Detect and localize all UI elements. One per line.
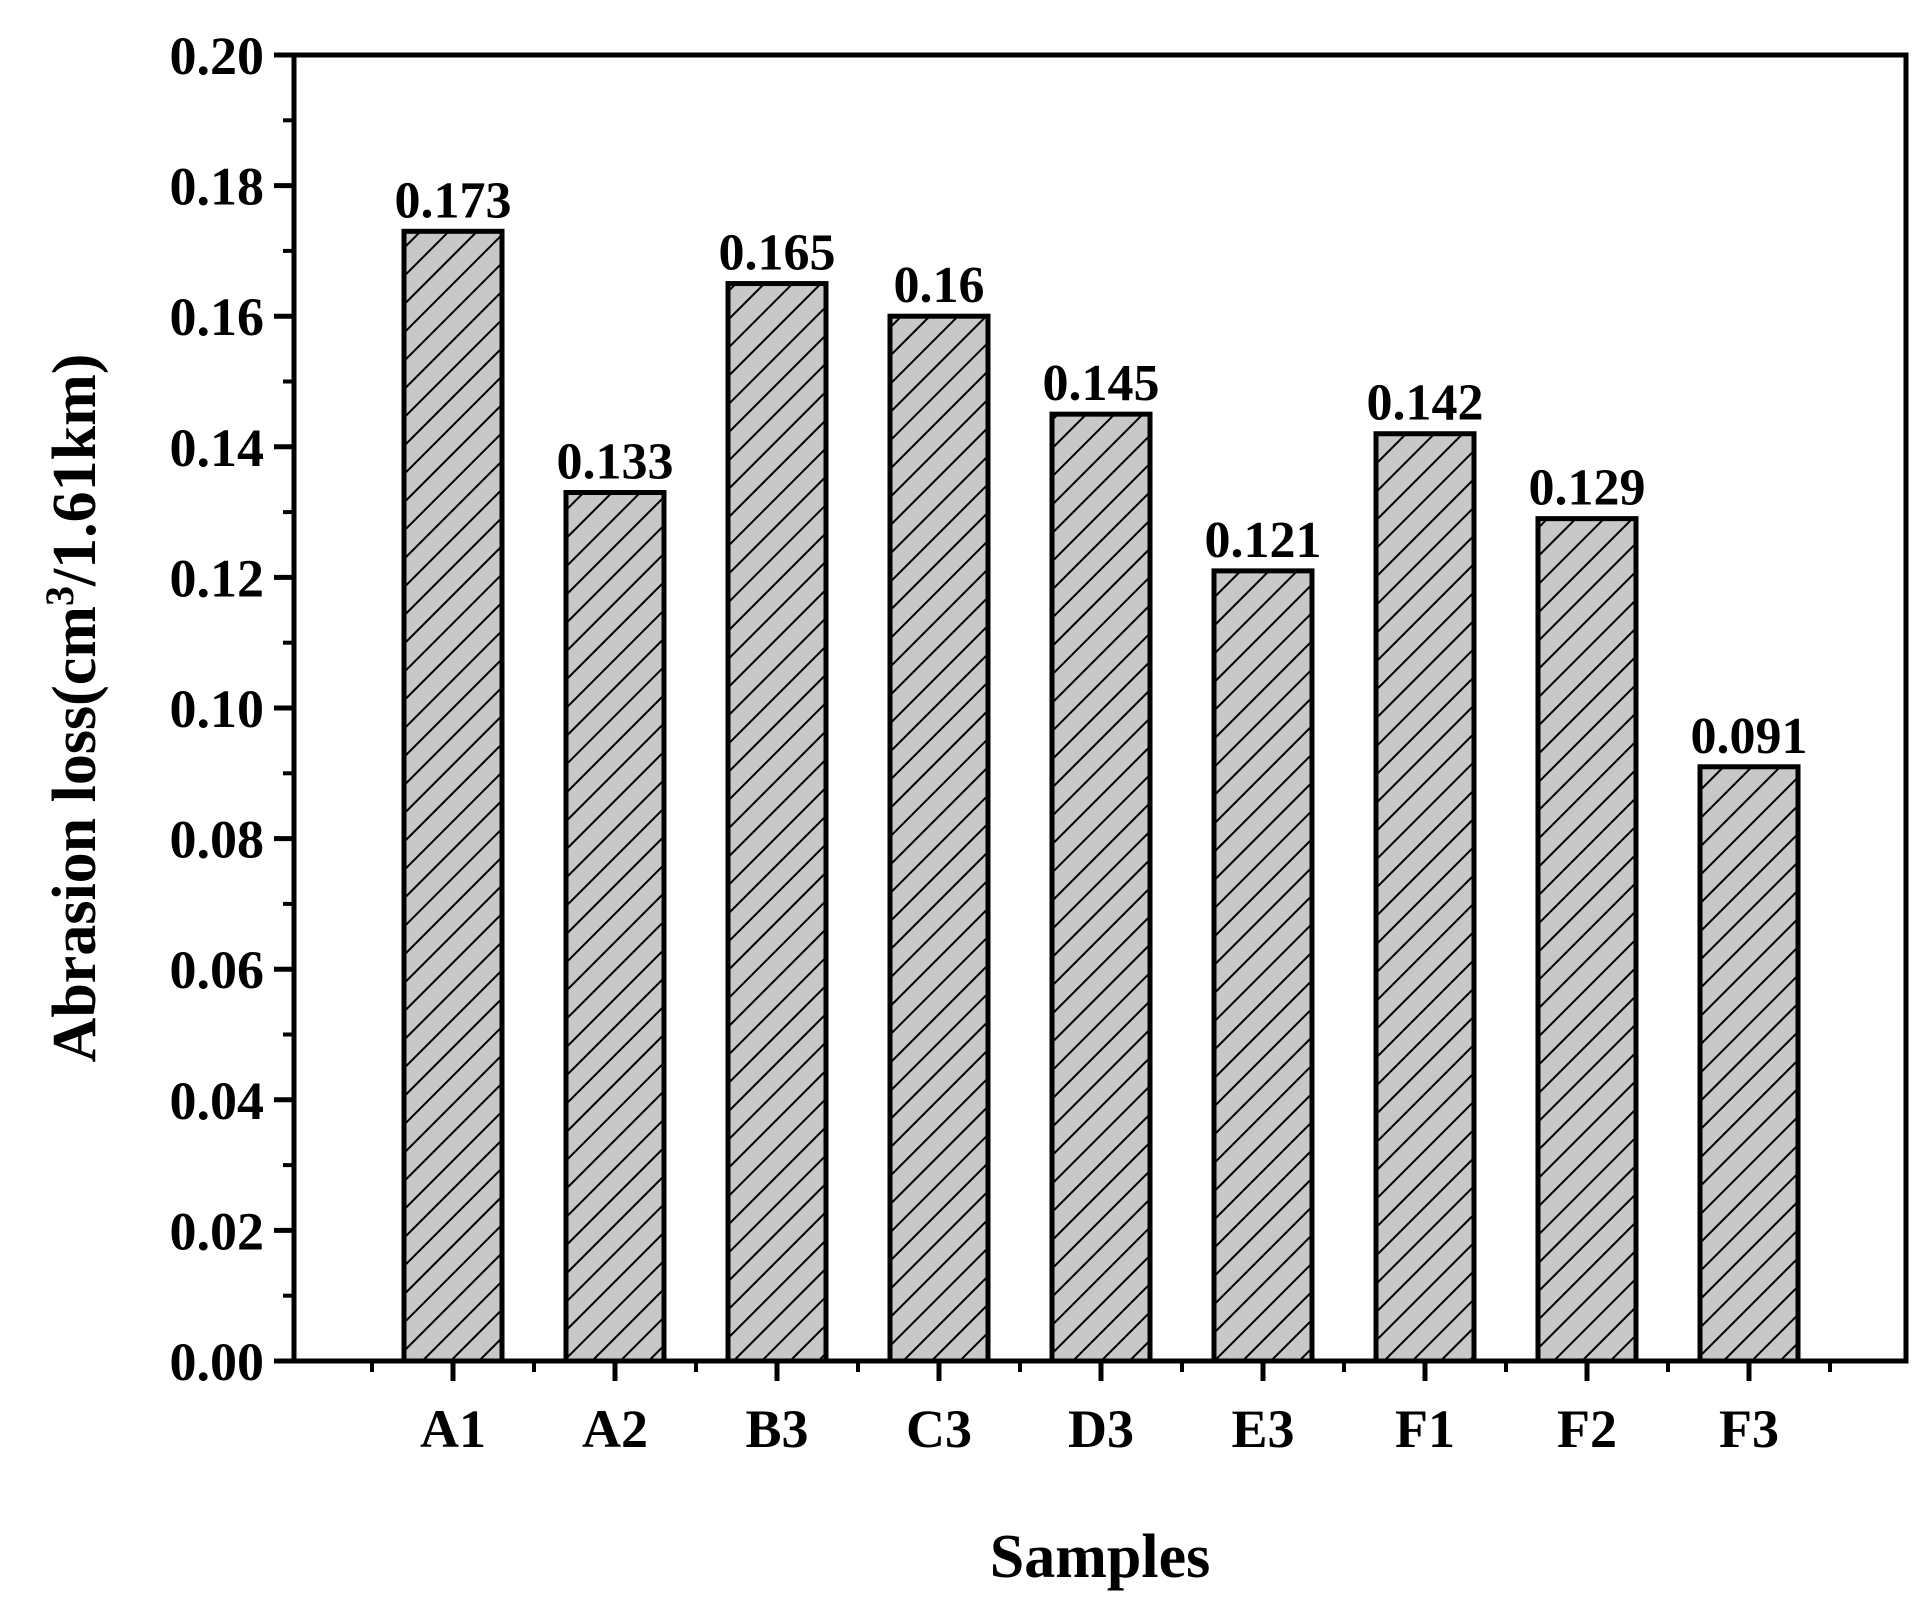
y-axis-title-main: Abrasion loss(cm <box>41 606 109 1062</box>
x-axis-ticks: A1 A2 B3 C3 D3 E3 F1 F2 F3 <box>370 1361 1832 1459</box>
x-tick-label: F1 <box>1395 1399 1455 1459</box>
x-tick-label: F2 <box>1557 1399 1617 1459</box>
y-tick-label: 0.12 <box>170 548 265 608</box>
bars-group <box>401 228 1801 1364</box>
y-tick-label: 0.10 <box>170 679 265 739</box>
bar-e3 <box>1211 568 1315 1364</box>
x-tick-label: F3 <box>1719 1399 1779 1459</box>
bar-f3 <box>1697 764 1801 1364</box>
bar-value-label: 0.133 <box>557 434 674 491</box>
bar-value-label: 0.129 <box>1529 460 1646 517</box>
bar-f1 <box>1373 431 1477 1364</box>
bar-labels-group: 0.173 0.133 0.165 0.16 0.145 0.121 0.142 0.129 0… <box>395 172 1808 764</box>
x-tick-label: C3 <box>906 1399 972 1459</box>
bar-value-label: 0.165 <box>719 225 836 282</box>
x-tick-label: E3 <box>1231 1399 1294 1459</box>
y-axis-ticks: 0.00 0.02 0.04 0.06 0.08 0.10 0.12 0.14 0.16 0.18… <box>170 26 294 1392</box>
x-tick-label: D3 <box>1068 1399 1134 1459</box>
y-tick-label: 0.08 <box>170 810 265 870</box>
bar-value-label: 0.173 <box>395 172 512 229</box>
x-tick-label: A1 <box>420 1399 486 1459</box>
bar-value-label: 0.142 <box>1367 375 1484 432</box>
y-axis-title-superscript: 3 <box>37 586 82 606</box>
y-tick-label: 0.14 <box>170 418 265 478</box>
bar-value-label: 0.16 <box>894 257 985 314</box>
y-tick-label: 0.02 <box>170 1201 265 1261</box>
bar-value-label: 0.091 <box>1691 708 1808 765</box>
x-tick-label: A2 <box>582 1399 648 1459</box>
y-tick-label: 0.18 <box>170 157 265 217</box>
y-tick-label: 0.00 <box>170 1332 265 1392</box>
bar-a2 <box>563 490 667 1364</box>
bar-value-label: 0.121 <box>1205 512 1322 569</box>
bar-value-label: 0.145 <box>1043 355 1160 412</box>
bar-d3 <box>1049 411 1153 1364</box>
y-axis-title: Abrasion loss(cm3/1.61km) <box>37 354 109 1063</box>
x-tick-label: B3 <box>745 1399 808 1459</box>
y-tick-label: 0.06 <box>170 940 265 1000</box>
y-axis-title-tail: /1.61km) <box>41 354 109 588</box>
y-tick-label: 0.16 <box>170 287 265 347</box>
y-tick-label: 0.04 <box>170 1071 265 1131</box>
bar-a1 <box>401 228 505 1364</box>
bar-f2 <box>1535 516 1639 1364</box>
bar-b3 <box>725 281 829 1364</box>
bar-c3 <box>887 313 991 1364</box>
y-tick-label: 0.20 <box>170 26 265 86</box>
x-axis-title: Samples <box>990 1523 1210 1591</box>
